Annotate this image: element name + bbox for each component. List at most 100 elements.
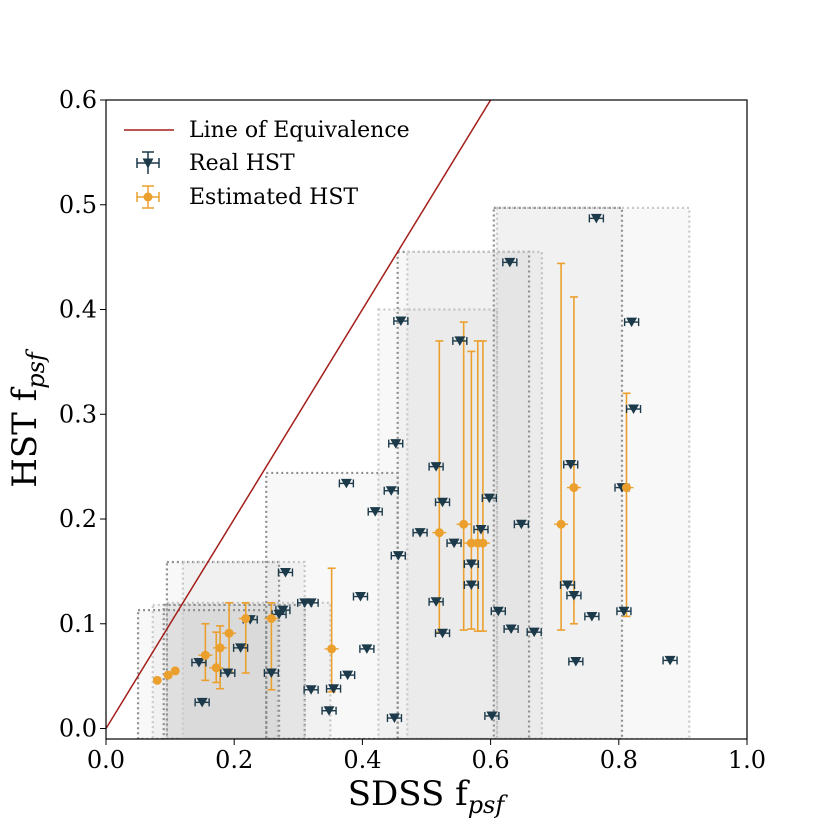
real-hst-point-21	[388, 439, 404, 449]
estimated-hst-point-16	[569, 483, 579, 493]
estimated-hst-point-5	[215, 643, 225, 653]
real-hst-point-17	[359, 644, 375, 654]
real-hst-point-1	[191, 658, 207, 668]
real-hst-point-12	[321, 706, 337, 716]
shaded-region-5	[182, 561, 305, 739]
x-tick-label-3: 0.6	[472, 746, 510, 774]
real-hst-point-8	[277, 567, 294, 578]
real-hst-point-42	[563, 460, 579, 470]
shaded-region-border-5	[181, 560, 306, 739]
real-hst-point-22	[390, 551, 406, 561]
real-hst-point-37	[502, 257, 518, 268]
real-hst-point-15	[338, 478, 355, 489]
estimated-hst-point-9	[327, 644, 337, 654]
shaded-region-9	[407, 251, 542, 739]
estimated-hst-point-14	[478, 538, 488, 548]
real-hst-point-33	[473, 524, 489, 535]
real-hst-point-49	[623, 317, 640, 328]
legend-entry-real: Real HST	[136, 151, 295, 176]
shaded-region-3	[166, 602, 331, 739]
legend-entry-estimated: Estimated HST	[136, 185, 358, 210]
estimated-hst-point-8	[266, 614, 276, 624]
plot-frame	[105, 99, 748, 740]
real-hst-point-27	[434, 497, 451, 508]
y-tick-label-6: 0.6	[59, 86, 97, 114]
shaded-region-border-6	[265, 471, 399, 739]
legend-entry-line: Line of Equivalence	[124, 118, 410, 143]
real-hst-point-51	[662, 655, 678, 666]
x-tick-label-4: 0.8	[600, 746, 638, 774]
legend-real-marker	[142, 158, 154, 169]
real-hst-point-46	[588, 213, 605, 224]
real-hst-point-16	[352, 592, 369, 602]
real-hst-point-2	[220, 668, 236, 679]
y-tick-label-4: 0.4	[59, 296, 97, 324]
shaded-region-0	[138, 610, 267, 739]
x-axis-ticks: 0.0 0.2 0.4 0.6 0.8 1.0	[87, 739, 766, 774]
real-hst-point-39	[513, 519, 530, 530]
real-hst-point-28	[434, 628, 451, 639]
real-hst-point-50	[625, 404, 642, 415]
y-tick-label-2: 0.2	[59, 505, 97, 533]
x-axis-label: SDSS fpsf	[348, 774, 509, 819]
x-tick-label-1: 0.2	[215, 746, 253, 774]
legend: Line of Equivalence Real HST Estimated H…	[124, 118, 410, 210]
y-axis-ticks: 0.0 0.1 0.2 0.3 0.4 0.5 0.6	[59, 86, 106, 743]
estimated-hst-point-6	[224, 628, 234, 638]
real-hst-point-18	[367, 507, 383, 517]
y-axis-label: HST fpsf	[5, 348, 50, 488]
real-hst-point-30	[452, 336, 468, 346]
real-hst-point-43	[566, 590, 582, 601]
real-hst-point-44	[568, 656, 584, 667]
estimated-hst-point-10	[434, 528, 444, 538]
real-hst-point-14	[339, 670, 356, 681]
real-hst-point-10	[303, 598, 319, 608]
legend-est-marker	[143, 192, 153, 202]
x-tick-label-2: 0.4	[343, 746, 381, 774]
equivalence-line-layer	[106, 100, 492, 729]
real-hst-point-0	[194, 697, 210, 708]
y-tick-label-5: 0.5	[59, 191, 97, 219]
real-hst-point-35	[484, 711, 500, 721]
real-hst-point-25	[428, 597, 444, 607]
real-hst-point-29	[446, 538, 462, 549]
shaded-region-10	[493, 207, 623, 739]
estimated-hst-point-4	[211, 663, 221, 673]
legend-label-estimated: Estimated HST	[189, 185, 358, 210]
real-hst-point-34	[481, 493, 498, 504]
estimated-hst-point-1	[163, 670, 173, 680]
real-hst-point-41	[559, 580, 576, 591]
real-hst-point-13	[325, 684, 342, 694]
real-hst-point-20	[386, 713, 403, 724]
shaded-region-11	[497, 207, 690, 739]
y-tick-label-0: 0.0	[59, 715, 97, 743]
estimated-hst-point-15	[556, 519, 566, 529]
y-tick-label-3: 0.3	[59, 400, 97, 428]
real-hst-point-45	[584, 611, 600, 622]
real-hst-point-3	[232, 643, 249, 653]
shaded-region-border-7	[377, 308, 499, 739]
shaded-region-border-11	[495, 206, 691, 739]
real-hst-point-36	[490, 606, 506, 617]
y-tick-label-1: 0.1	[59, 610, 97, 638]
estimated-errorbar-15	[554, 262, 569, 631]
estimated-hst-point-12	[466, 538, 476, 548]
real-hst-markers	[191, 213, 678, 724]
real-hst-point-11	[303, 685, 319, 695]
legend-label-line: Line of Equivalence	[189, 118, 410, 143]
real-hst-point-19	[383, 486, 399, 496]
real-hst-point-7	[275, 605, 291, 616]
real-hst-point-23	[393, 316, 409, 327]
estimated-hst-point-7	[241, 614, 251, 624]
real-hst-point-48	[616, 606, 632, 617]
shaded-regions	[136, 206, 691, 739]
real-hst-point-38	[503, 624, 519, 635]
real-hst-point-32	[463, 580, 480, 591]
real-hst-point-40	[526, 627, 542, 638]
real-hst-point-24	[412, 528, 428, 538]
estimated-hst-point-0	[152, 675, 162, 685]
real-hst-point-5	[263, 668, 280, 679]
real-hst-point-26	[428, 462, 444, 472]
equivalence-line	[106, 100, 492, 729]
